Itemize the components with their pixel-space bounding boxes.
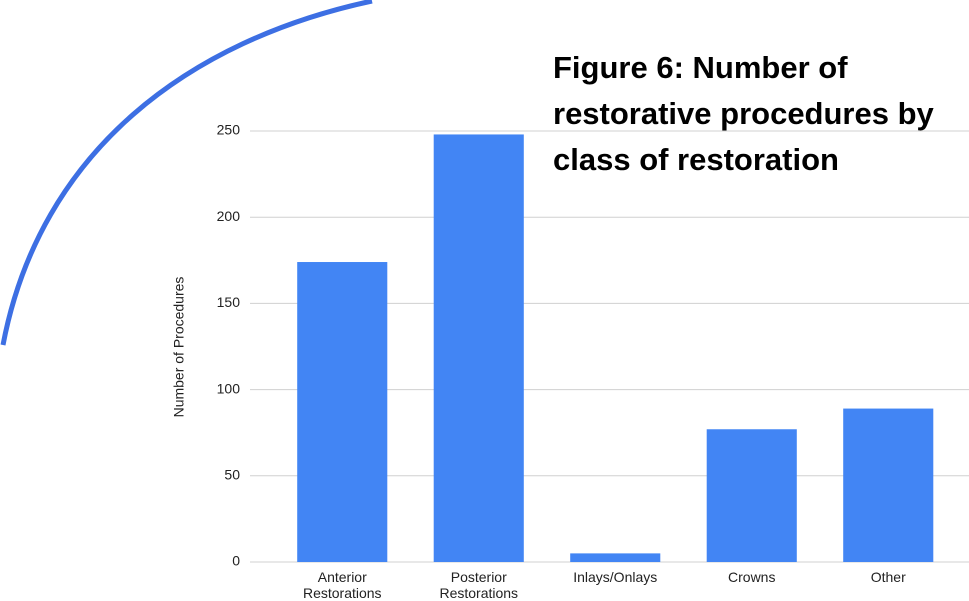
y-tick-label: 200 [217, 208, 241, 224]
bar [843, 408, 934, 562]
bar [570, 553, 661, 562]
y-tick-label: 0 [232, 553, 240, 569]
y-tick-label: 150 [217, 294, 241, 310]
bar [297, 262, 388, 562]
y-axis-label: Number of Procedures [171, 277, 187, 418]
y-tick-label: 100 [217, 380, 241, 396]
decorative-arc [0, 0, 373, 346]
x-tick-label: Crowns [728, 569, 776, 585]
x-tick-label: Anterior Restorations [302, 569, 382, 601]
chart-title: Figure 6: Number of restorative procedur… [553, 50, 934, 177]
x-tick-label: Other [870, 569, 906, 585]
y-tick-label: 50 [224, 467, 240, 483]
y-tick-label: 250 [217, 122, 241, 138]
x-tick-label: Inlays/Onlays [573, 569, 658, 585]
bar [433, 134, 524, 562]
bar [706, 429, 797, 562]
x-tick-label: Posterior Restorations [439, 569, 519, 601]
